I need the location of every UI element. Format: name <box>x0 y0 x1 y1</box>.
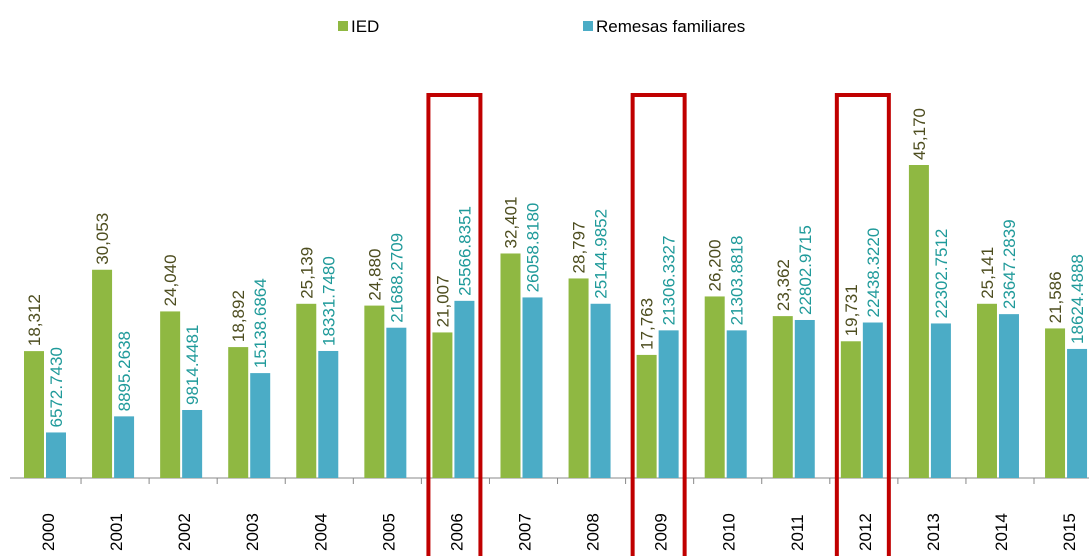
value-label: 9814.4481 <box>183 325 202 405</box>
value-label: 22302.7512 <box>932 229 951 319</box>
x-tick-label: 2011 <box>788 514 807 551</box>
bar <box>160 311 181 478</box>
bar <box>46 432 66 478</box>
bar <box>1045 328 1066 478</box>
value-label: 25,141 <box>978 247 997 299</box>
value-label: 22438.3220 <box>864 228 883 318</box>
value-label: 8895.2638 <box>115 331 134 411</box>
bar <box>794 319 815 478</box>
value-label: 26058.8180 <box>523 203 542 293</box>
value-label: 18,892 <box>229 290 248 342</box>
bar <box>704 296 725 478</box>
bar <box>840 341 861 478</box>
x-tick-label: 2002 <box>175 513 194 551</box>
legend-label: Remesas familiares <box>596 17 745 36</box>
bar <box>636 354 657 478</box>
bar <box>998 314 1019 478</box>
value-label: 21688.2709 <box>387 233 406 323</box>
bar <box>930 323 951 478</box>
value-label: 18331.7480 <box>319 256 338 346</box>
x-tick-label: 2010 <box>720 513 739 551</box>
x-tick-label: 2001 <box>107 513 126 551</box>
x-tick-label: 2012 <box>856 513 875 551</box>
x-tick-label: 2006 <box>447 513 466 551</box>
bar <box>114 416 135 478</box>
x-tick-label: 2013 <box>924 513 943 551</box>
bar <box>432 332 453 478</box>
value-label: 18,312 <box>25 294 44 346</box>
value-label: 23647.2839 <box>1000 219 1019 309</box>
bar <box>228 347 249 478</box>
value-label: 21,586 <box>1046 271 1065 323</box>
value-label: 30,053 <box>93 213 112 265</box>
x-tick-label: 2004 <box>311 513 330 551</box>
bar <box>250 373 271 478</box>
bar <box>92 269 113 478</box>
bar <box>500 253 521 478</box>
bar <box>24 351 44 478</box>
value-label: 24,880 <box>365 249 384 301</box>
bar <box>1067 348 1088 478</box>
value-label: 26,200 <box>706 239 725 291</box>
x-tick-label: 2005 <box>379 513 398 551</box>
bar <box>568 278 589 478</box>
value-label: 6572.7430 <box>47 347 66 427</box>
bar <box>976 303 997 478</box>
bar <box>862 322 883 478</box>
value-label: 24,040 <box>161 254 180 306</box>
x-tick-label: 2015 <box>1060 513 1079 551</box>
value-label: 25566.8351 <box>455 206 474 296</box>
bar <box>296 303 317 478</box>
x-tick-label: 2007 <box>515 513 534 551</box>
value-label: 28,797 <box>570 221 589 273</box>
highlight-box <box>630 93 687 556</box>
bar <box>386 327 407 478</box>
bar <box>364 305 385 478</box>
legend-label: IED <box>351 17 379 36</box>
bar <box>726 330 747 478</box>
value-label: 21306.3327 <box>660 236 679 326</box>
value-label: 19,731 <box>842 284 861 336</box>
value-label: 18624.4888 <box>1068 254 1087 344</box>
value-label: 25,139 <box>297 247 316 299</box>
highlight-box <box>426 93 483 556</box>
value-label: 23,362 <box>774 259 793 311</box>
highlight-box <box>834 93 891 556</box>
bar <box>318 350 339 478</box>
legend-swatch <box>338 21 348 31</box>
x-tick-label: 2014 <box>992 513 1011 551</box>
value-label: 17,763 <box>638 298 657 350</box>
bar <box>522 297 543 478</box>
bar <box>908 165 929 478</box>
bar <box>658 330 679 478</box>
value-label: 25144.9852 <box>592 209 611 299</box>
value-label: 21,007 <box>433 275 452 327</box>
value-label: 21303.8818 <box>728 236 747 326</box>
value-label: 32,401 <box>501 196 520 248</box>
bar <box>772 316 793 478</box>
bar <box>590 303 611 478</box>
x-tick-label: 2008 <box>584 513 603 551</box>
value-label: 22802.9715 <box>796 225 815 315</box>
legend-swatch <box>583 21 593 31</box>
x-tick-label: 2009 <box>652 513 671 551</box>
bar <box>182 409 203 478</box>
bar <box>454 300 475 478</box>
x-tick-label: 2003 <box>243 513 262 551</box>
value-label: 45,170 <box>910 108 929 160</box>
value-label: 15138.6864 <box>251 278 270 368</box>
x-tick-label: 2000 <box>39 513 58 551</box>
